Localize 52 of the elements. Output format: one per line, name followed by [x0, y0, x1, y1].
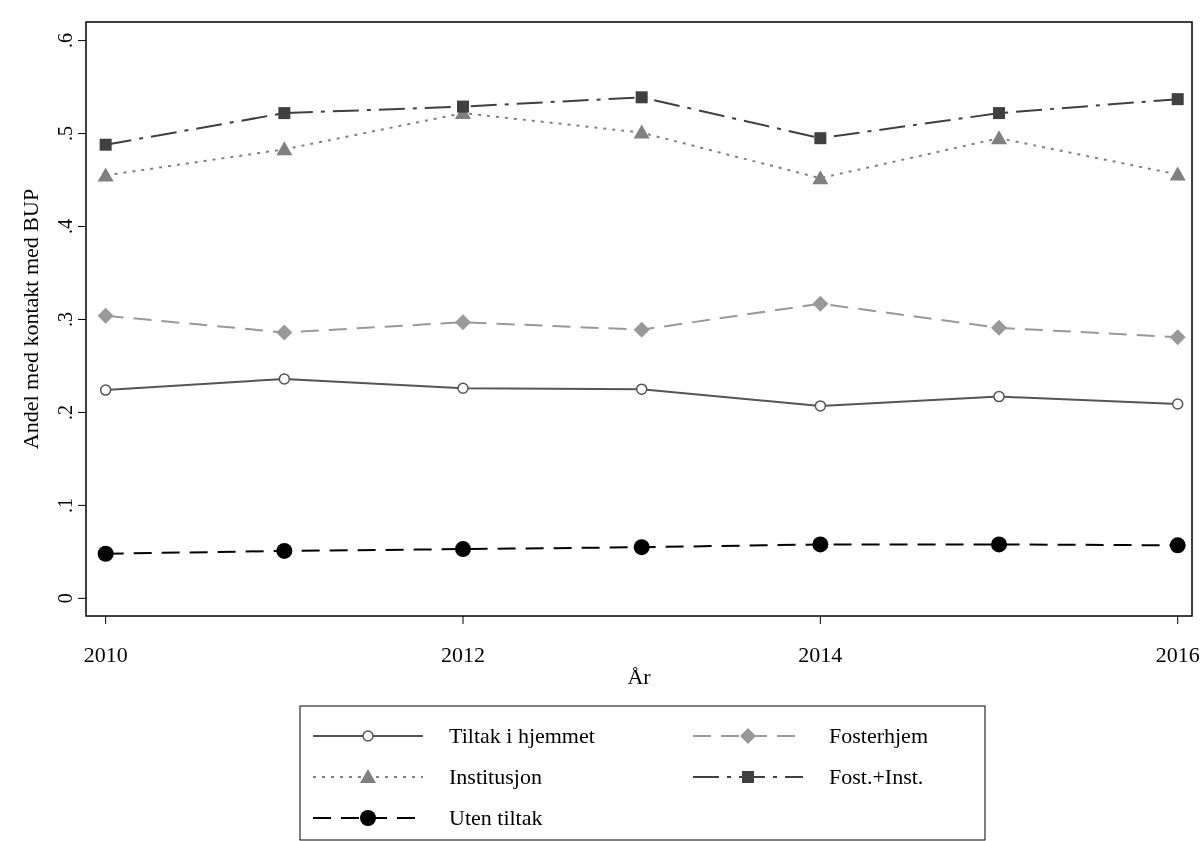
point — [633, 321, 650, 338]
point — [993, 107, 1006, 120]
x-tick-label: 2012 — [441, 642, 485, 667]
point — [457, 100, 470, 113]
y-tick-label: 0 — [54, 593, 76, 604]
x-axis-title: År — [627, 664, 652, 689]
point — [635, 91, 648, 104]
point — [278, 107, 291, 120]
point — [276, 141, 293, 156]
point — [991, 319, 1008, 336]
point — [1169, 329, 1186, 346]
point — [99, 138, 112, 151]
legend-label: Institusjon — [449, 764, 542, 789]
point — [814, 400, 827, 412]
point — [812, 536, 829, 553]
point — [99, 384, 112, 396]
legend-label: Tiltak i hjemmet — [449, 723, 595, 748]
point — [633, 124, 650, 139]
point — [991, 536, 1008, 553]
point — [97, 167, 114, 182]
y-tick-label: .5 — [54, 126, 76, 142]
legend-label: Uten tiltak — [449, 805, 543, 830]
y-tick-label: .4 — [54, 219, 76, 235]
y-tick-label: .1 — [54, 497, 76, 513]
point — [455, 541, 472, 558]
point — [991, 130, 1008, 145]
legend-label: Fost.+Inst. — [829, 764, 924, 789]
point — [278, 373, 291, 385]
y-tick-label: .3 — [54, 311, 76, 327]
point — [97, 307, 114, 324]
point — [633, 539, 650, 556]
y-tick-label: .2 — [54, 404, 76, 420]
point — [276, 542, 293, 559]
point — [1171, 93, 1184, 106]
x-tick-label: 2014 — [798, 642, 843, 667]
legend-label: Fosterhjem — [829, 723, 928, 748]
point — [1169, 537, 1186, 554]
point — [1169, 166, 1186, 181]
point — [276, 324, 293, 341]
point — [812, 295, 829, 312]
point — [993, 390, 1005, 403]
point — [97, 545, 114, 562]
point — [635, 383, 648, 395]
x-tick-label: 2016 — [1155, 642, 1200, 667]
point — [455, 314, 471, 331]
point — [1171, 398, 1184, 410]
y-tick-label: .6 — [54, 33, 76, 49]
point — [814, 132, 827, 145]
y-axis-title: Andel med kontakt med BUP — [18, 188, 43, 450]
point — [457, 382, 469, 394]
point — [812, 170, 829, 185]
x-tick-label: 2010 — [83, 642, 128, 667]
